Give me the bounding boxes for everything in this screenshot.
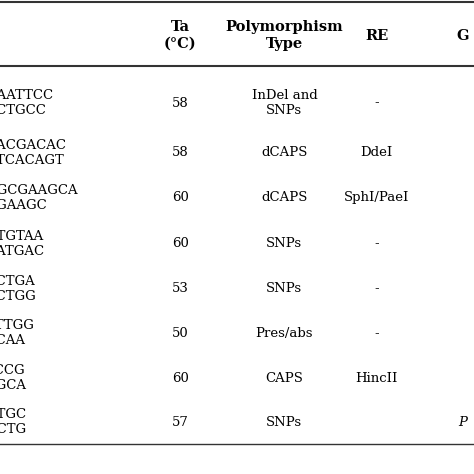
Text: DdeI: DdeI: [361, 146, 393, 159]
Text: dCAPS: dCAPS: [261, 146, 308, 159]
Text: InDel and
SNPs: InDel and SNPs: [252, 89, 317, 117]
Text: -: -: [374, 237, 379, 250]
Text: HincII: HincII: [356, 372, 398, 384]
Text: RE: RE: [365, 28, 389, 43]
Text: 58: 58: [172, 146, 189, 159]
Text: 53: 53: [172, 283, 189, 295]
Text: TCCG
AGCA: TCCG AGCA: [0, 364, 26, 392]
Text: -: -: [374, 327, 379, 340]
Text: 58: 58: [172, 97, 189, 109]
Text: GTGC
GCTG: GTGC GCTG: [0, 408, 26, 436]
Text: 57: 57: [172, 416, 189, 428]
Text: SNPs: SNPs: [266, 283, 302, 295]
Text: GAATTCC
CCTGCC: GAATTCC CCTGCC: [0, 89, 53, 117]
Text: G: G: [456, 28, 468, 43]
Text: dCAPS: dCAPS: [261, 191, 308, 204]
Text: SNPs: SNPs: [266, 416, 302, 428]
Text: 60: 60: [172, 191, 189, 204]
Text: SNPs: SNPs: [266, 237, 302, 250]
Text: Polymorphism
Type: Polymorphism Type: [226, 20, 343, 51]
Text: Pres/abs: Pres/abs: [255, 327, 313, 340]
Text: -: -: [374, 283, 379, 295]
Text: P: P: [458, 416, 466, 428]
Text: 60: 60: [172, 237, 189, 250]
Text: GTGTAA
CATGAC: GTGTAA CATGAC: [0, 229, 44, 258]
Text: SphI/PaeI: SphI/PaeI: [344, 191, 410, 204]
Text: -: -: [374, 97, 379, 109]
Text: CAPS: CAPS: [265, 372, 303, 384]
Text: GGCGAAGCA
CGAAGC: GGCGAAGCA CGAAGC: [0, 184, 77, 212]
Text: 50: 50: [172, 327, 189, 340]
Text: ACTGA
ACTGG: ACTGA ACTGG: [0, 275, 36, 303]
Text: ATTGG
ACAA: ATTGG ACAA: [0, 319, 34, 347]
Text: CACGACAC
CTCACAGT: CACGACAC CTCACAGT: [0, 139, 66, 167]
Text: Ta
(°C): Ta (°C): [164, 20, 196, 51]
Text: 60: 60: [172, 372, 189, 384]
